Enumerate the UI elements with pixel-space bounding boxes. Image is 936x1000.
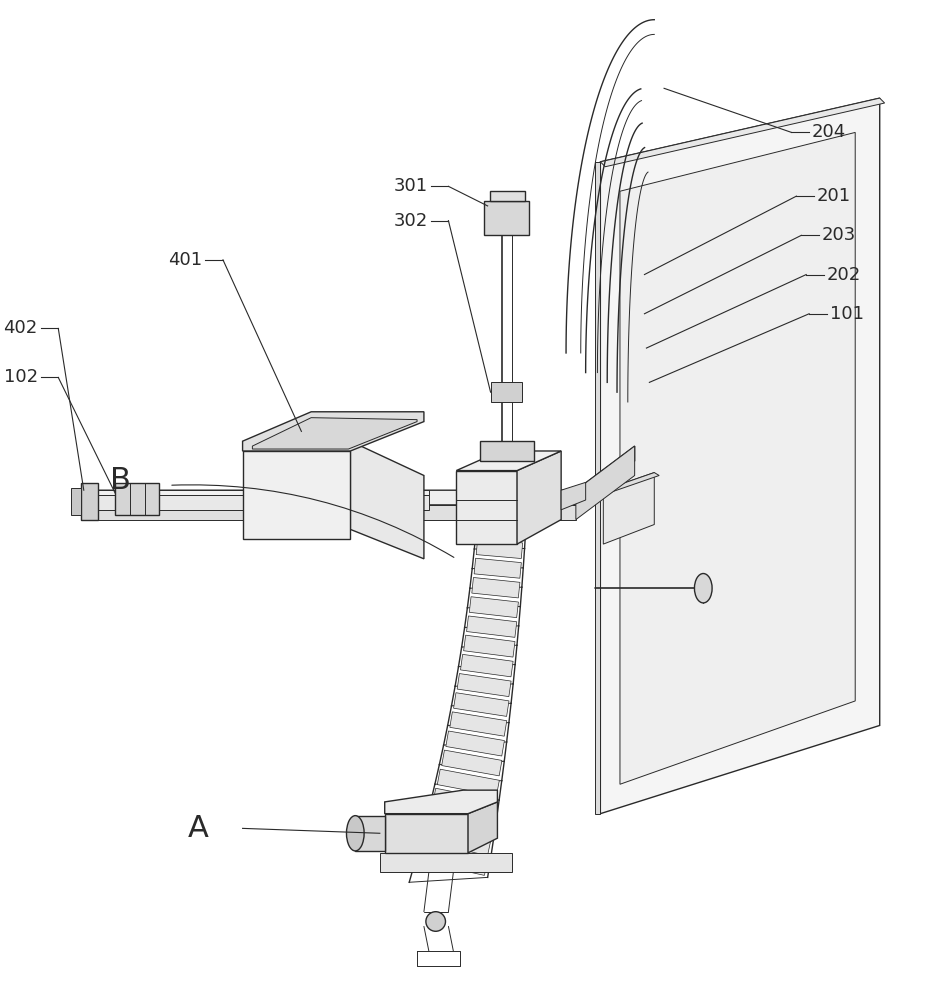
Polygon shape [600, 98, 880, 814]
Polygon shape [80, 495, 429, 510]
Polygon shape [480, 441, 534, 461]
Polygon shape [475, 558, 521, 578]
Polygon shape [432, 788, 497, 816]
Polygon shape [604, 473, 659, 493]
Polygon shape [242, 412, 424, 451]
Polygon shape [456, 471, 517, 544]
Polygon shape [620, 132, 856, 784]
Text: 301: 301 [394, 177, 428, 195]
Polygon shape [490, 191, 525, 201]
Text: 204: 204 [812, 123, 846, 141]
Polygon shape [442, 750, 502, 776]
Polygon shape [600, 98, 885, 167]
Polygon shape [457, 674, 511, 697]
Polygon shape [604, 473, 654, 544]
Polygon shape [380, 853, 512, 872]
Polygon shape [456, 451, 562, 471]
Polygon shape [478, 520, 524, 539]
Ellipse shape [346, 816, 364, 851]
Polygon shape [385, 790, 497, 814]
Polygon shape [468, 802, 497, 853]
Text: 101: 101 [829, 305, 864, 323]
Text: A: A [188, 814, 209, 843]
Text: 302: 302 [394, 212, 428, 230]
Polygon shape [476, 539, 522, 559]
Polygon shape [450, 712, 506, 736]
Polygon shape [490, 382, 522, 402]
Polygon shape [71, 488, 80, 515]
Circle shape [426, 912, 446, 931]
Polygon shape [472, 577, 519, 598]
Text: 401: 401 [168, 251, 202, 269]
Polygon shape [595, 162, 600, 814]
Text: 402: 402 [4, 319, 37, 337]
Polygon shape [469, 597, 519, 618]
Polygon shape [115, 483, 159, 515]
Ellipse shape [695, 574, 712, 603]
Polygon shape [437, 769, 499, 796]
Polygon shape [466, 616, 517, 637]
Polygon shape [454, 693, 509, 716]
Polygon shape [463, 635, 515, 657]
Polygon shape [576, 446, 635, 520]
Polygon shape [423, 826, 490, 855]
Text: 202: 202 [826, 266, 861, 284]
Polygon shape [80, 490, 429, 495]
Polygon shape [446, 731, 505, 756]
Polygon shape [242, 451, 350, 539]
Polygon shape [350, 441, 424, 559]
Polygon shape [517, 451, 562, 544]
Text: 203: 203 [822, 226, 856, 244]
Polygon shape [80, 483, 97, 520]
Text: 102: 102 [4, 368, 37, 386]
Polygon shape [80, 446, 635, 505]
Polygon shape [356, 816, 385, 851]
Polygon shape [80, 505, 576, 520]
Polygon shape [428, 807, 494, 835]
Text: 201: 201 [817, 187, 851, 205]
Polygon shape [385, 814, 468, 853]
Polygon shape [484, 201, 529, 235]
Polygon shape [461, 654, 513, 677]
Text: B: B [110, 466, 130, 495]
Polygon shape [562, 482, 586, 510]
Polygon shape [417, 845, 488, 875]
Polygon shape [480, 500, 525, 519]
Polygon shape [253, 418, 417, 449]
